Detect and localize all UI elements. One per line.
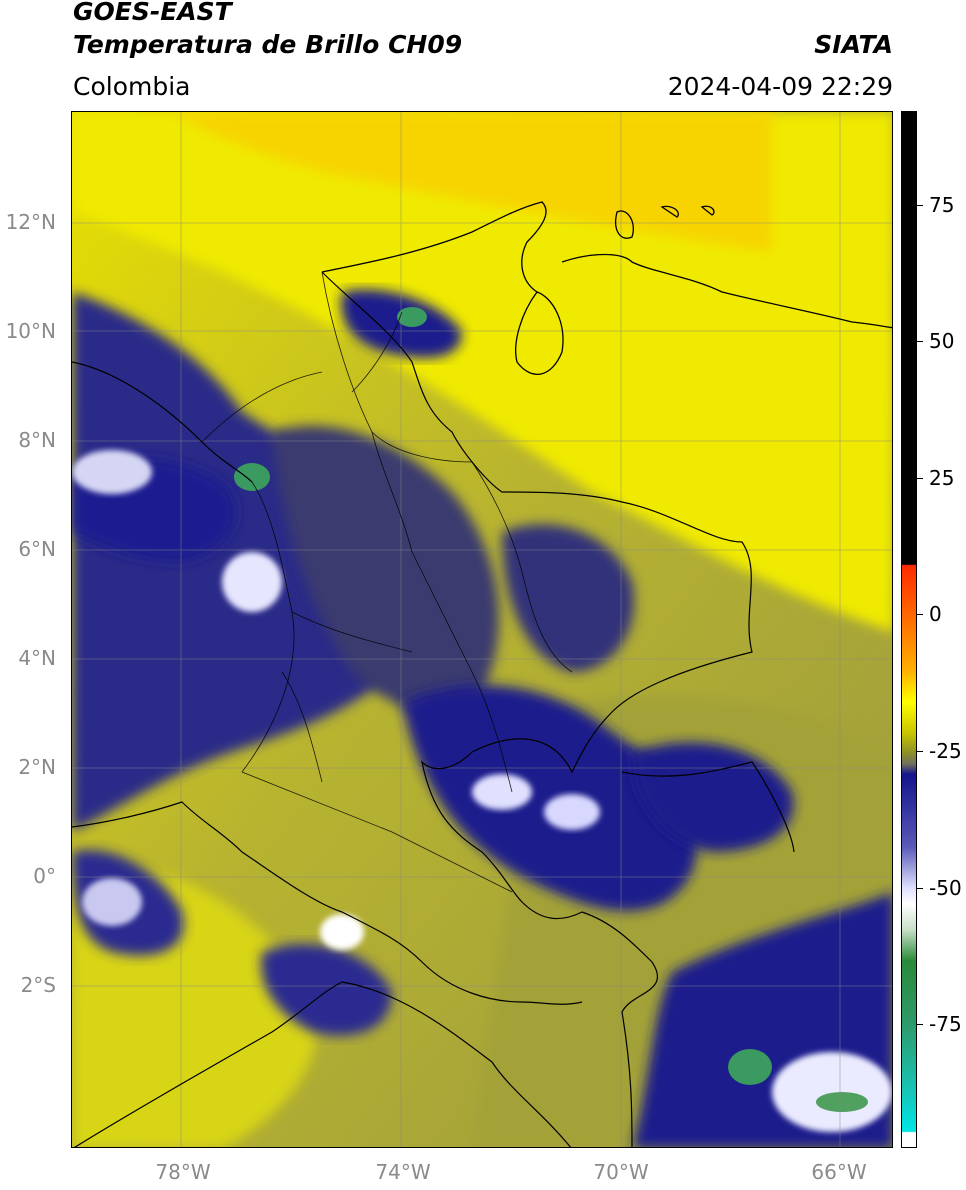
source-label: SIATA	[814, 30, 893, 59]
colorbar-label-neg25: -25	[929, 739, 962, 763]
colorbar-tick	[917, 614, 923, 615]
lat-label-0: 0°	[33, 864, 56, 888]
cloud-cluster-center	[402, 685, 698, 911]
colorbar-tick	[917, 478, 923, 479]
lat-label-6n: 6°N	[18, 537, 56, 561]
colorbar-label-neg50: -50	[929, 876, 962, 900]
datetime-label: 2024-04-09 22:29	[667, 72, 893, 101]
department-borders	[201, 271, 573, 893]
lon-label-78w: 78°W	[155, 1160, 211, 1184]
lon-label-66w: 66°W	[811, 1160, 867, 1184]
region-label: Colombia	[73, 72, 191, 101]
satellite-map	[71, 111, 893, 1148]
lat-label-4n: 4°N	[18, 646, 56, 670]
lat-label-12n: 12°N	[5, 210, 56, 234]
colorbar-label-25: 25	[929, 466, 955, 490]
lat-label-10n: 10°N	[5, 319, 56, 343]
colorbar-tick	[917, 1024, 923, 1025]
colorbar-tick	[917, 205, 923, 206]
lat-label-2s: 2°S	[20, 973, 56, 997]
satellite-title: GOES-EAST	[73, 0, 232, 26]
cold-top-north	[397, 307, 427, 327]
colorbar-label-75: 75	[929, 193, 955, 217]
colorbar-tick	[917, 751, 923, 752]
lon-label-74w: 74°W	[375, 1160, 431, 1184]
coastline	[321, 201, 892, 375]
lon-label-70w: 70°W	[593, 1160, 649, 1184]
lat-lon-grid	[72, 112, 892, 1147]
cold-top-west	[234, 463, 270, 491]
colorbar-label-0: 0	[929, 602, 942, 626]
colorbar-tick	[917, 888, 923, 889]
lat-label-8n: 8°N	[18, 428, 56, 452]
temperature-colorbar	[901, 111, 917, 1148]
warm-region	[72, 112, 892, 632]
country-borders	[72, 271, 795, 1147]
colorbar-label-neg75: -75	[929, 1012, 962, 1036]
lat-label-2n: 2°N	[18, 755, 56, 779]
colorbar-tick	[917, 341, 923, 342]
cold-top-southeast	[728, 1049, 772, 1085]
product-title: Temperatura de Brillo CH09	[73, 30, 463, 59]
colorbar-label-50: 50	[929, 329, 955, 353]
